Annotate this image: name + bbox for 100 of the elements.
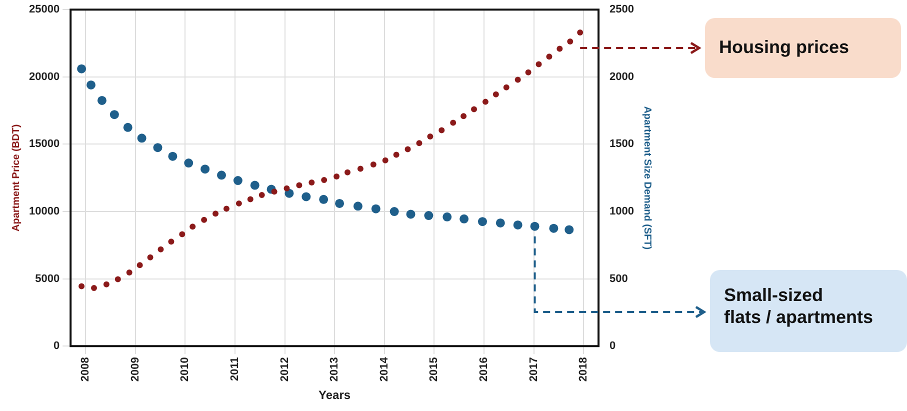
point — [158, 246, 164, 252]
point — [284, 185, 290, 192]
point — [271, 188, 278, 195]
point — [334, 174, 340, 180]
point — [184, 158, 194, 168]
x-tick-label: 2013 — [328, 357, 341, 382]
point — [179, 231, 186, 238]
point — [302, 192, 311, 202]
point — [514, 76, 521, 83]
point — [250, 180, 260, 190]
point — [492, 91, 499, 98]
x-tick-label: 2017 — [528, 357, 540, 382]
y-axis-title: Apartment Price (BDT) — [10, 124, 22, 232]
point — [247, 196, 254, 202]
point — [564, 225, 574, 234]
point — [78, 283, 85, 290]
x-tick-label: 2009 — [129, 357, 142, 382]
x-tick-label: 2010 — [179, 357, 192, 382]
point — [393, 152, 400, 158]
y2-tick-label: 0 — [610, 340, 616, 352]
x-tick-label: 2008 — [80, 357, 92, 382]
point — [236, 200, 242, 206]
point — [450, 120, 456, 126]
text: Housing prices — [705, 18, 901, 78]
point — [110, 110, 119, 120]
point — [438, 127, 445, 134]
y2-tick-label: 2500 — [610, 4, 634, 16]
point — [353, 202, 362, 211]
x-axis-title: Years — [318, 388, 351, 402]
point — [460, 113, 467, 120]
point — [123, 122, 132, 132]
point — [126, 269, 132, 276]
point — [77, 64, 86, 74]
point — [416, 140, 422, 146]
point — [567, 38, 574, 45]
point — [525, 69, 532, 76]
point — [335, 198, 344, 208]
y2-tick-label: 500 — [610, 272, 628, 285]
point — [577, 29, 584, 36]
y2-axis-title: Apartment Size Demand (SFT) — [641, 106, 652, 250]
point — [424, 211, 434, 220]
point — [136, 262, 143, 268]
point — [201, 216, 208, 223]
x-tick-label: 2012 — [278, 357, 291, 382]
point — [212, 210, 219, 217]
point — [86, 80, 96, 90]
point — [296, 182, 302, 188]
point — [406, 210, 416, 219]
point — [370, 162, 376, 168]
point — [168, 152, 178, 161]
point — [103, 281, 110, 288]
point — [371, 204, 380, 214]
x-tick-label: 2011 — [228, 357, 241, 382]
point — [442, 212, 452, 222]
point — [478, 217, 487, 226]
point — [496, 218, 505, 228]
point — [382, 157, 388, 164]
point — [536, 61, 542, 68]
point — [217, 170, 226, 180]
point — [223, 206, 230, 212]
y-tick-label: 5000 — [35, 272, 60, 285]
x-tick-label: 2015 — [428, 357, 440, 382]
y-tick-label: 10000 — [28, 206, 60, 218]
point — [482, 98, 488, 105]
point — [404, 146, 411, 152]
point — [233, 176, 242, 186]
point — [147, 254, 154, 260]
y2-tick-label: 1000 — [610, 206, 634, 218]
y2-tick-label: 2000 — [610, 70, 634, 83]
text: Small-sized flats / apartments — [724, 284, 874, 328]
point — [344, 169, 351, 176]
point — [513, 220, 522, 230]
point — [503, 84, 510, 90]
point — [258, 192, 265, 198]
point — [168, 238, 174, 245]
point — [153, 143, 162, 152]
y2-tick-label: 1500 — [610, 138, 634, 150]
y-tick-label: 25000 — [28, 4, 60, 16]
point — [471, 106, 478, 112]
point — [427, 134, 434, 140]
point — [390, 207, 399, 216]
point — [308, 179, 315, 186]
point — [546, 54, 552, 60]
y-tick-label: 15000 — [28, 138, 60, 150]
point — [97, 96, 106, 105]
point — [460, 214, 469, 224]
y-tick-label: 0 — [53, 340, 60, 352]
point — [90, 284, 97, 291]
point — [319, 194, 328, 204]
x-tick-label: 2018 — [578, 357, 590, 382]
x-tick-label: 2016 — [478, 357, 490, 382]
point — [137, 134, 146, 143]
point — [556, 46, 563, 52]
point — [530, 222, 540, 231]
point — [357, 166, 364, 172]
point — [200, 164, 210, 174]
point — [190, 224, 196, 230]
x-tick-label: 2014 — [378, 356, 390, 382]
point — [114, 276, 121, 282]
y-tick-label: 20000 — [28, 70, 60, 83]
